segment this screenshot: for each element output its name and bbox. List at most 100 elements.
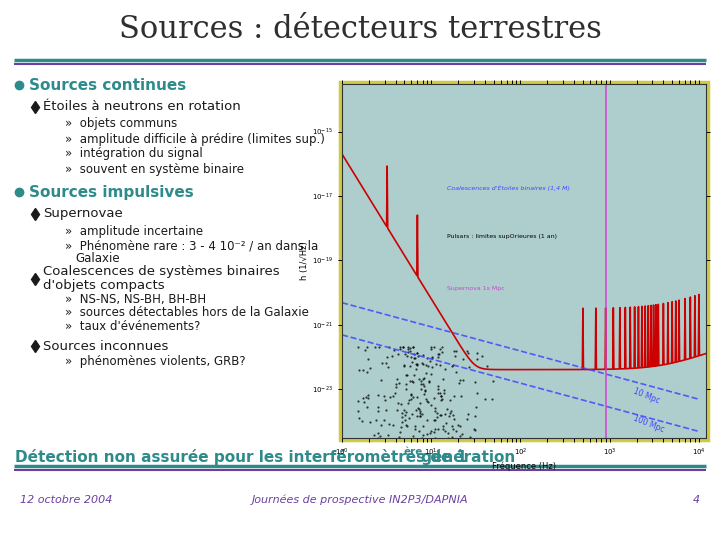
Point (352, 343, 364, 352)
Text: »  phénomènes violents, GRB?: » phénomènes violents, GRB? (65, 354, 246, 368)
Point (432, 384, 444, 393)
Point (446, 453, 458, 462)
Point (414, 412, 426, 421)
Point (370, 415, 382, 424)
Text: »  sources détectables hors de la Galaxie: » sources détectables hors de la Galaxie (65, 307, 309, 320)
Point (410, 359, 421, 368)
Point (433, 349, 445, 358)
Point (420, 361, 432, 370)
Point (431, 413, 443, 421)
Point (359, 346, 371, 354)
Point (441, 419, 452, 428)
Point (369, 343, 381, 352)
Point (444, 396, 455, 404)
Point (451, 451, 463, 460)
Point (416, 451, 428, 460)
Point (410, 406, 422, 414)
Point (456, 392, 467, 400)
Point (409, 354, 420, 362)
Point (399, 406, 410, 415)
Point (464, 446, 475, 455)
Point (480, 395, 491, 403)
Point (429, 416, 441, 424)
Point (422, 430, 433, 438)
Point (421, 416, 433, 425)
Text: 4: 4 (693, 495, 700, 505)
Point (402, 348, 414, 356)
Point (375, 375, 387, 384)
Point (413, 427, 424, 436)
Point (408, 371, 420, 380)
Point (412, 360, 423, 368)
Point (449, 440, 461, 449)
Point (415, 385, 427, 394)
Point (426, 363, 438, 372)
Point (452, 437, 464, 446)
Point (472, 389, 483, 397)
Point (352, 407, 364, 415)
Point (449, 392, 460, 400)
Point (361, 403, 372, 411)
Point (400, 384, 412, 393)
Text: »  amplitude incertaine: » amplitude incertaine (65, 225, 203, 238)
Point (438, 424, 449, 433)
Point (476, 352, 487, 361)
Point (401, 421, 413, 429)
Point (474, 443, 486, 452)
Point (413, 352, 424, 361)
Point (405, 346, 416, 355)
Point (420, 386, 431, 394)
Point (384, 443, 396, 451)
Point (380, 441, 392, 450)
Point (481, 361, 492, 370)
Point (462, 410, 474, 418)
Point (408, 343, 419, 352)
Point (362, 390, 374, 399)
X-axis label: Fréquence (Hz): Fréquence (Hz) (492, 461, 556, 470)
Point (378, 416, 390, 424)
Point (439, 364, 451, 373)
Point (462, 415, 473, 423)
Point (487, 377, 498, 386)
Point (375, 421, 387, 430)
Point (398, 361, 410, 369)
Point (487, 395, 498, 404)
Point (414, 407, 426, 415)
Point (436, 392, 447, 401)
Point (417, 350, 428, 359)
Y-axis label: h (1/√Hz): h (1/√Hz) (300, 241, 310, 280)
Point (400, 380, 412, 388)
Point (405, 389, 417, 398)
Point (401, 421, 413, 430)
Text: Étoiles à neutrons en rotation: Étoiles à neutrons en rotation (43, 100, 240, 113)
Point (372, 403, 384, 411)
Point (422, 397, 433, 406)
Point (399, 416, 410, 425)
Point (411, 360, 423, 369)
Point (426, 401, 437, 409)
Point (358, 398, 369, 407)
Point (404, 377, 415, 386)
Point (353, 414, 364, 422)
Point (394, 345, 405, 353)
Point (440, 427, 451, 436)
Point (382, 363, 394, 372)
Point (434, 345, 446, 353)
Point (469, 378, 481, 387)
Point (418, 390, 429, 399)
Point (439, 446, 451, 454)
Text: Sources : détecteurs terrestres: Sources : détecteurs terrestres (119, 15, 601, 45)
Point (420, 448, 431, 456)
Point (372, 390, 384, 399)
Point (408, 393, 419, 402)
Point (387, 392, 399, 401)
Point (364, 363, 376, 372)
Point (401, 371, 413, 380)
Point (431, 409, 443, 417)
Point (418, 374, 429, 383)
Text: »  souvent en système binaire: » souvent en système binaire (65, 163, 244, 176)
Point (384, 393, 396, 401)
Point (386, 352, 397, 360)
Point (407, 431, 418, 440)
Point (447, 361, 459, 369)
